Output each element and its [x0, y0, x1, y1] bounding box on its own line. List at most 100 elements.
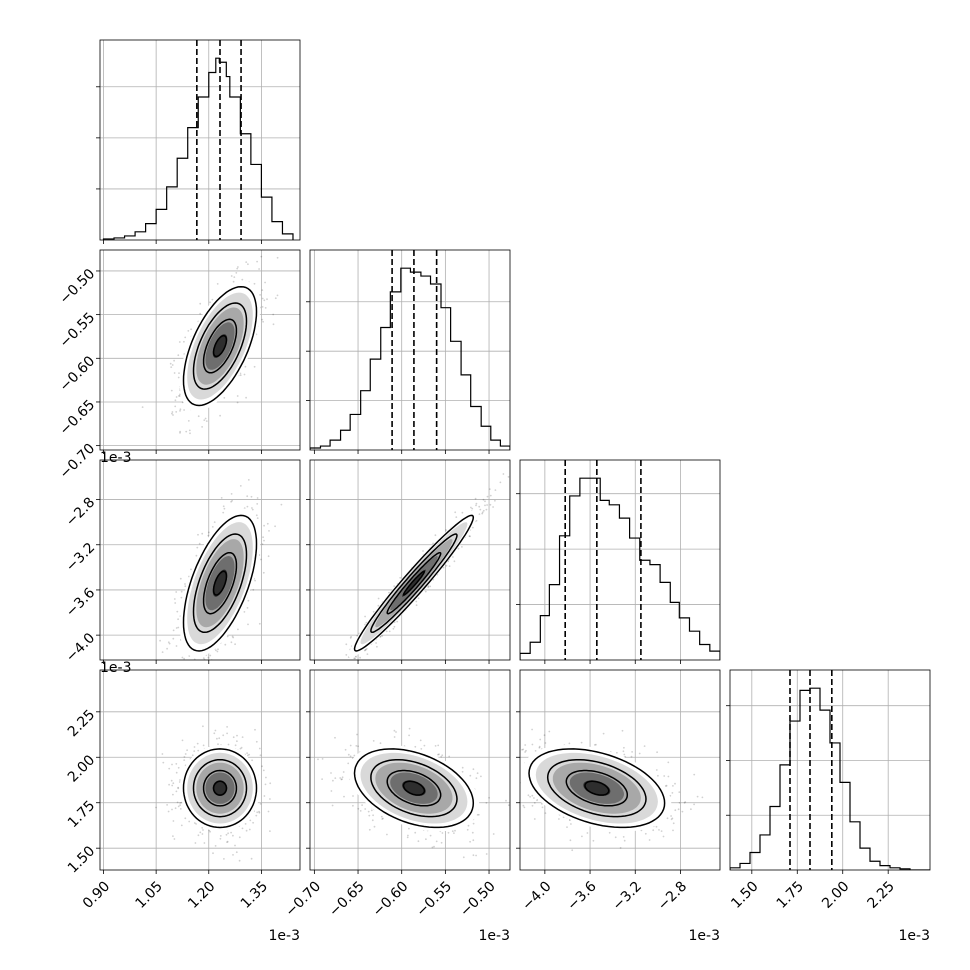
- histogram-bin: [251, 164, 262, 240]
- sample-point: [170, 389, 173, 392]
- histogram-bin: [451, 341, 461, 450]
- sample-point: [502, 761, 504, 763]
- sample-point: [245, 261, 248, 263]
- density-contour: [202, 551, 238, 615]
- sample-point: [408, 734, 410, 737]
- sample-point: [345, 643, 348, 646]
- sample-point: [219, 414, 222, 417]
- sample-point: [226, 732, 229, 735]
- histogram-bin: [361, 391, 371, 450]
- sample-point: [170, 779, 173, 782]
- panel-frame: [309, 669, 511, 871]
- sample-point: [197, 834, 200, 837]
- sample-point: [399, 576, 402, 579]
- density-contour: [212, 334, 228, 358]
- sample-point: [173, 359, 176, 362]
- sample-point: [414, 831, 417, 834]
- sample-point: [223, 397, 226, 399]
- histogram-step-line: [730, 687, 930, 870]
- sample-point: [382, 817, 384, 820]
- sample-point: [177, 376, 180, 379]
- histogram-bin: [790, 721, 800, 870]
- sample-point: [243, 373, 246, 376]
- sample-point: [197, 683, 199, 685]
- sample-point: [534, 750, 537, 752]
- sample-point: [437, 744, 440, 747]
- sample-point: [180, 596, 183, 599]
- sample-point: [187, 420, 190, 422]
- sample-point: [230, 831, 233, 834]
- sample-point: [172, 835, 174, 837]
- sample-point: [261, 297, 264, 300]
- sample-point: [185, 430, 188, 433]
- sample-point: [507, 476, 510, 478]
- sample-point: [230, 493, 233, 495]
- histogram-bin: [670, 602, 679, 660]
- sample-point: [211, 298, 214, 301]
- sample-point: [189, 432, 191, 435]
- sample-point: [240, 746, 243, 749]
- sample-point: [186, 749, 189, 752]
- sample-point: [368, 828, 371, 831]
- histogram-bin: [660, 582, 670, 660]
- sample-point: [209, 301, 212, 304]
- histogram-bin: [198, 97, 209, 240]
- sample-point: [624, 755, 627, 758]
- sample-point: [175, 411, 178, 413]
- sample-point: [195, 554, 198, 557]
- sample-point: [216, 650, 219, 653]
- sample-point: [180, 590, 183, 593]
- histogram-bin: [401, 268, 411, 450]
- sample-point: [168, 642, 171, 645]
- sample-point: [178, 341, 181, 343]
- sample-point: [183, 756, 186, 758]
- sample-point: [385, 630, 388, 633]
- sample-point: [193, 750, 196, 752]
- histogram-bin: [410, 272, 420, 450]
- sample-point: [373, 825, 376, 828]
- histogram-bin: [630, 538, 640, 660]
- sample-point: [204, 666, 206, 668]
- sample-point: [223, 507, 226, 510]
- histogram-bin: [860, 848, 870, 870]
- histogram-bin: [177, 158, 188, 240]
- sample-point: [237, 266, 239, 268]
- sample-point: [347, 753, 350, 756]
- sample-point: [494, 499, 496, 502]
- sample-point: [334, 736, 336, 739]
- sample-point: [188, 429, 191, 432]
- sample-point: [621, 729, 624, 732]
- sample-point: [190, 328, 193, 331]
- histogram-bin: [549, 585, 559, 660]
- sample-point: [352, 795, 354, 797]
- sample-point: [354, 657, 356, 660]
- histogram-bin: [580, 478, 590, 660]
- histogram-bin: [689, 631, 699, 660]
- sample-point: [643, 745, 646, 747]
- sample-point: [223, 858, 225, 860]
- sample-point: [255, 740, 258, 743]
- sample-point: [442, 566, 445, 569]
- sample-point: [344, 748, 347, 751]
- sample-point: [261, 289, 264, 291]
- sample-point: [454, 829, 456, 832]
- sample-point: [365, 647, 368, 650]
- sample-point: [434, 534, 437, 537]
- sample-point: [342, 771, 345, 773]
- sample-point: [379, 635, 382, 638]
- density-fill: [402, 569, 426, 597]
- sample-point: [183, 409, 186, 411]
- sample-point: [623, 753, 626, 756]
- histogram-bin: [820, 710, 830, 870]
- sample-point: [174, 807, 177, 810]
- sample-point: [438, 753, 440, 756]
- sample-point: [177, 626, 180, 629]
- sample-point: [262, 536, 264, 539]
- sample-point: [317, 758, 319, 761]
- sample-point: [183, 340, 185, 343]
- sample-point: [424, 590, 427, 593]
- sample-point: [423, 744, 426, 747]
- sample-point: [414, 745, 417, 748]
- panel-frame: [519, 459, 721, 661]
- sample-point: [234, 844, 236, 847]
